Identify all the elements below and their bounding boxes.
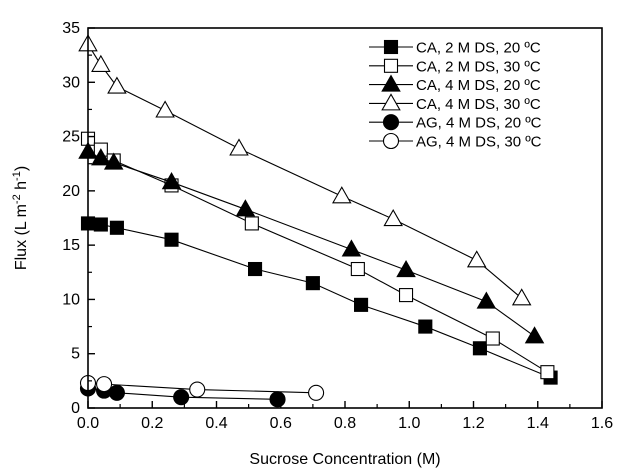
legend-label: AG, 4 M DS, 20 ºC [416,115,542,132]
data-point [511,288,532,306]
legend-marker [382,114,400,131]
data-point [155,100,175,118]
series-group [79,374,325,401]
data-point [189,381,206,398]
data-point [341,239,362,257]
tick-layer: 0.0 0.2 0.4 0.6 0.8 1.0 1.2 1.4 1.6 0 5 10 15 20 25 30 3… [62,20,613,432]
data-point [109,220,124,235]
x-tick-label: 0.2 [141,415,163,432]
y-tick-label: 10 [62,291,80,308]
data-point [396,260,416,278]
data-point [350,261,365,277]
legend-label: AG, 4 M DS, 30 ºC [416,134,542,151]
data-point [248,261,263,277]
legend-label: CA, 2 M DS, 20 ºC [416,40,541,57]
data-point [540,365,555,380]
series-group [78,141,545,344]
legend-label: CA, 4 M DS, 20 ºC [416,77,541,94]
data-point [398,288,414,303]
legend-item: AG, 4 M DS, 30 ºC [369,132,542,151]
data-point [524,326,545,344]
x-tick-label: 1.4 [527,415,549,432]
series-group [78,34,532,306]
data-point [472,341,487,356]
x-tick-label: 1.6 [591,415,613,432]
data-point [476,291,497,309]
y-tick-label: 15 [62,237,80,254]
y-tick-label: 5 [71,346,80,363]
series-line [87,222,551,379]
data-point [103,152,124,170]
data-point [108,384,125,401]
data-point [466,250,487,268]
data-point [107,76,127,94]
x-axis-title: Sucrose Concentration (M) [249,451,440,468]
legend-item: CA, 4 M DS, 20 ºC [369,74,541,94]
data-point [332,186,352,204]
data-point [305,276,320,291]
data-point [354,297,369,312]
y-axis-title-suffix: ) [13,166,30,171]
legend-label: CA, 4 M DS, 30 ºC [416,96,541,113]
x-tick-label: 0.0 [77,415,99,432]
data-point [91,148,111,166]
legend-marker [382,132,400,150]
series-line [87,151,535,337]
data-point [485,331,500,346]
x-tick-label: 1.2 [462,415,484,432]
data-point [383,208,403,227]
data-point [173,389,190,406]
legend-item: CA, 4 M DS, 30 ºC [369,93,541,113]
y-axis-title-sup2: -1 [11,171,23,181]
legend-label: CA, 2 M DS, 30 ºC [416,58,541,75]
x-tick-label: 0.6 [270,415,292,432]
data-point [418,319,433,334]
data-point [244,216,259,231]
y-axis-title-mid: h [13,181,30,194]
legend-item: CA, 2 M DS, 20 ºC [369,40,541,57]
y-axis-title-sup1: -2 [11,194,23,204]
data-point [164,232,179,247]
y-tick-label: 20 [62,183,80,200]
legend-item: CA, 2 M DS, 30 ºC [369,58,541,75]
data-point [161,172,182,190]
legend-marker [383,39,399,55]
data-point [96,376,113,393]
y-tick-label: 35 [62,20,80,37]
legend-marker [381,93,401,111]
data-point [91,54,111,72]
x-tick-label: 1.0 [398,415,420,432]
data-point [93,217,108,232]
y-tick-label: 0 [71,400,80,417]
y-tick-label: 25 [62,129,80,146]
y-axis-title: Flux (L m-2 h-1) [11,166,30,270]
data-point [235,199,256,217]
y-axis-title-prefix: Flux (L m [13,204,30,270]
x-tick-label: 0.4 [205,415,227,432]
x-tick-label: 0.8 [334,415,356,432]
legend-item: AG, 4 M DS, 20 ºC [369,114,542,132]
y-tick-label: 30 [62,74,80,91]
data-point [308,384,325,401]
legend-marker [383,58,399,73]
data-point [269,391,286,408]
legend-marker [381,74,401,92]
data-point [229,138,249,156]
